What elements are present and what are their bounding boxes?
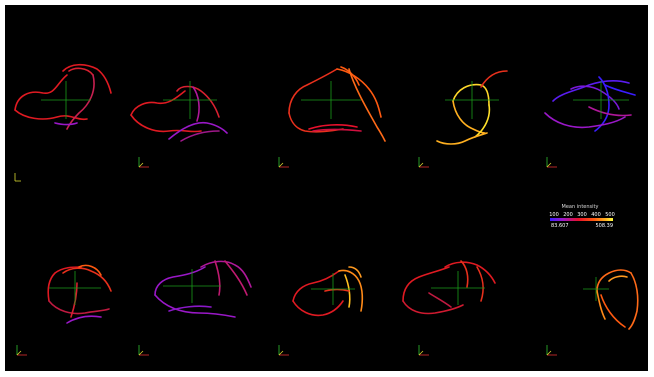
legend-min-label: 83.607 bbox=[551, 223, 569, 229]
legend-tick-label: 200 bbox=[563, 212, 573, 218]
color-legend: Mean intensity 100 200 300 400 500 83.60… bbox=[549, 204, 615, 229]
legend-tick-label: 300 bbox=[577, 212, 587, 218]
render-panel-1[interactable] bbox=[14, 63, 112, 130]
render-panel-3[interactable] bbox=[288, 66, 386, 142]
axes-gizmo-2 bbox=[138, 157, 149, 168]
3d-render-viewport[interactable]: Mean intensity 100 200 300 400 500 83.60… bbox=[5, 5, 648, 371]
legend-gradient-bar bbox=[550, 218, 613, 221]
legend-tick-label: 100 bbox=[549, 212, 559, 218]
render-panel-10[interactable] bbox=[596, 269, 639, 330]
axes-gizmo-1 bbox=[14, 173, 21, 182]
render-panel-7[interactable] bbox=[154, 260, 252, 318]
axes-gizmo-7 bbox=[138, 345, 149, 356]
legend-max-label: 508.39 bbox=[596, 223, 614, 229]
axes-gizmo-4 bbox=[418, 157, 429, 168]
axes-gizmo-3 bbox=[278, 157, 289, 168]
axes-gizmo-5 bbox=[546, 157, 557, 168]
render-panel-2[interactable] bbox=[130, 85, 228, 142]
crosshair-markers bbox=[41, 81, 629, 305]
legend-tick-label: 400 bbox=[591, 212, 601, 218]
legend-title: Mean intensity bbox=[562, 204, 599, 210]
render-panel-9[interactable] bbox=[402, 260, 496, 315]
render-panel-4[interactable] bbox=[436, 70, 508, 145]
render-panel-8[interactable] bbox=[292, 266, 364, 317]
render-panel-6[interactable] bbox=[47, 264, 112, 324]
axes-gizmo-10 bbox=[546, 345, 557, 356]
legend-tick-label: 500 bbox=[605, 212, 615, 218]
axes-gizmo-8 bbox=[278, 345, 289, 356]
axes-gizmo-6 bbox=[16, 345, 27, 356]
render-panel-5[interactable] bbox=[544, 76, 636, 132]
orientation-axes bbox=[14, 157, 557, 356]
axes-gizmo-9 bbox=[418, 345, 429, 356]
render-canvas[interactable]: Mean intensity 100 200 300 400 500 83.60… bbox=[5, 5, 648, 371]
